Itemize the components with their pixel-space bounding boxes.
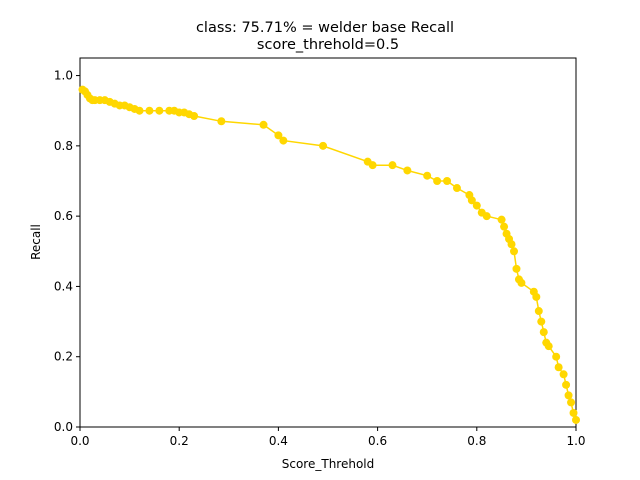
data-point: [443, 177, 452, 185]
data-point: [569, 408, 578, 417]
data-point: [500, 222, 509, 231]
y-tick-label: 0.4: [54, 279, 73, 293]
x-tick-label: 0.4: [269, 434, 288, 448]
data-point: [552, 352, 561, 361]
x-tick-label: 0.0: [70, 434, 89, 448]
x-tick-label: 1.0: [566, 434, 585, 448]
series-layer: [78, 85, 580, 424]
x-tick-label: 0.8: [467, 434, 486, 448]
data-point: [217, 117, 226, 126]
data-point: [279, 136, 288, 145]
data-point: [423, 171, 432, 180]
chart-title: class: 75.71% = welder base Recall: [196, 20, 454, 36]
data-point: [507, 240, 516, 249]
data-point: [467, 196, 476, 205]
y-axis-ticks: 0.0 0.2 0.4 0.6 0.8 1.0: [54, 69, 80, 434]
x-tick-label: 0.2: [170, 434, 189, 448]
data-point: [567, 398, 576, 407]
data-point: [539, 328, 548, 337]
data-point: [368, 161, 377, 170]
data-point: [510, 247, 518, 256]
data-point: [482, 212, 491, 221]
data-point: [512, 264, 521, 273]
plot-frame: [79, 57, 577, 428]
data-point: [259, 120, 268, 129]
data-point: [274, 131, 283, 140]
data-point: [190, 111, 199, 120]
data-point: [572, 415, 580, 424]
chart-subtitle: score_threhold=0.5: [257, 37, 399, 53]
y-tick-label: 0.0: [54, 420, 73, 434]
y-tick-label: 0.8: [54, 139, 73, 153]
data-point: [433, 177, 442, 185]
data-point: [559, 370, 568, 379]
data-point: [564, 391, 573, 400]
y-axis-label: Recall: [29, 224, 43, 260]
data-point: [532, 292, 541, 301]
y-tick-label: 0.6: [54, 209, 73, 223]
data-point: [319, 141, 328, 150]
data-point: [517, 278, 526, 287]
data-point: [534, 307, 543, 316]
y-tick-label: 0.2: [54, 350, 73, 364]
data-point: [537, 317, 546, 326]
data-point: [145, 106, 154, 115]
data-point: [135, 106, 144, 115]
data-point: [452, 184, 461, 193]
y-tick-label: 1.0: [54, 69, 73, 83]
data-point: [403, 166, 412, 175]
data-point: [497, 215, 506, 224]
x-axis-label: Score_Threhold: [282, 457, 375, 471]
data-point: [544, 342, 553, 351]
data-point: [554, 363, 563, 372]
data-point: [388, 161, 397, 170]
x-axis-ticks: 0.0 0.2 0.4 0.6 0.8 1.0: [70, 427, 586, 448]
data-point: [562, 380, 571, 389]
data-point: [472, 201, 481, 210]
x-tick-label: 0.6: [368, 434, 387, 448]
data-point: [155, 106, 164, 115]
